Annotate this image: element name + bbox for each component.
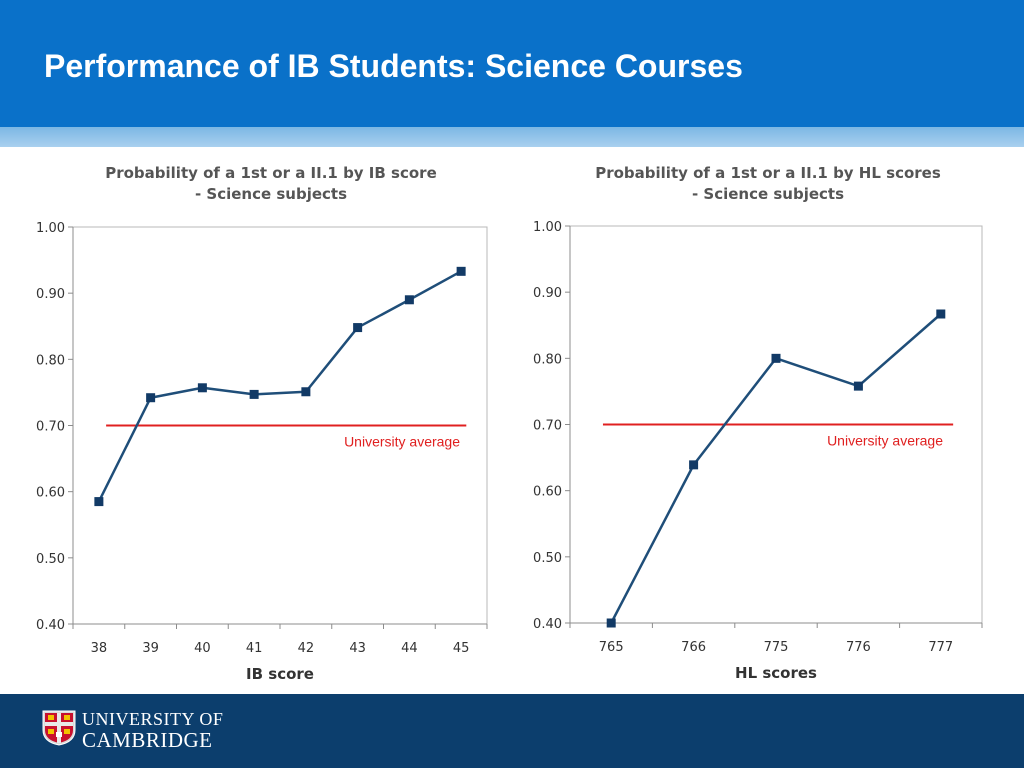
- chart-ib-y-tick-label: 0.70: [36, 420, 65, 435]
- chart-ib-y-tick-label: 0.90: [36, 287, 65, 302]
- slide-title: Performance of IB Students: Science Cour…: [44, 48, 743, 84]
- chart-hl-x-tick-label: 765: [599, 640, 624, 655]
- chart-hl-x-tick-label: 766: [681, 640, 706, 655]
- chart-hl-scores-svg: Probability of a 1st or a II.1 by HL sco…: [533, 164, 983, 682]
- brand-line2: CAMBRIDGE: [82, 728, 213, 752]
- chart-ib-x-tick-label: 40: [194, 641, 211, 656]
- footer-bar: UNIVERSITY OF CAMBRIDGE: [0, 694, 1024, 768]
- chart-ib-y-tick-label: 0.60: [36, 486, 65, 501]
- chart-hl-title: Probability of a 1st or a II.1 by HL sco…: [595, 164, 941, 182]
- chart-ib-x-tick-label: 43: [349, 641, 366, 656]
- header-stripe: [0, 127, 1024, 147]
- chart-ib-reference-label: University average: [344, 434, 460, 450]
- chart-hl-y-tick-label: 0.40: [533, 617, 562, 632]
- chart-ib-data-point: [404, 295, 414, 305]
- chart-ib-data-point: [94, 497, 104, 507]
- chart-hl-scores: Probability of a 1st or a II.1 by HL sco…: [512, 150, 1010, 690]
- chart-ib-y-tick-label: 1.00: [36, 221, 65, 236]
- chart-ib-data-point: [197, 383, 207, 393]
- chart-hl-data-point: [689, 460, 699, 470]
- chart-ib-subtitle: - Science subjects: [195, 185, 347, 203]
- chart-ib-data-point: [456, 266, 466, 276]
- chart-hl-y-tick-label: 0.50: [533, 551, 562, 566]
- chart-hl-y-tick-label: 0.90: [533, 286, 562, 301]
- chart-hl-data-point: [771, 353, 781, 363]
- chart-ib-x-tick-label: 38: [91, 641, 108, 656]
- university-brand: UNIVERSITY OF CAMBRIDGE: [82, 710, 223, 751]
- chart-ib-score-svg: Probability of a 1st or a II.1 by IB sco…: [36, 164, 488, 683]
- chart-hl-x-tick-label: 775: [764, 640, 789, 655]
- chart-ib-y-tick-label: 0.50: [36, 552, 65, 567]
- chart-ib-series-line: [97, 270, 462, 503]
- chart-hl-data-point: [936, 309, 946, 319]
- chart-hl-y-tick-label: 0.60: [533, 485, 562, 500]
- chart-ib-data-point: [249, 389, 259, 399]
- chart-ib-y-tick-label: 0.40: [36, 618, 65, 633]
- chart-hl-x-axis-label: HL scores: [735, 664, 817, 682]
- chart-ib-score: Probability of a 1st or a II.1 by IB sco…: [14, 150, 506, 690]
- chart-hl-reference-label: University average: [827, 433, 943, 449]
- cambridge-crest-icon: [42, 710, 76, 746]
- chart-hl-x-tick-label: 776: [846, 640, 871, 655]
- chart-hl-y-tick-label: 1.00: [533, 220, 562, 235]
- chart-hl-y-tick-label: 0.80: [533, 352, 562, 367]
- chart-ib-data-point: [301, 387, 311, 397]
- chart-ib-title: Probability of a 1st or a II.1 by IB sco…: [105, 164, 437, 182]
- chart-hl-y-tick-label: 0.70: [533, 419, 562, 434]
- chart-hl-subtitle: - Science subjects: [692, 185, 844, 203]
- brand-line1: UNIVERSITY OF: [82, 709, 224, 729]
- chart-ib-x-tick-label: 44: [401, 641, 418, 656]
- chart-ib-data-point: [146, 393, 156, 403]
- chart-ib-x-axis-label: IB score: [246, 665, 314, 683]
- chart-ib-x-tick-label: 41: [246, 641, 263, 656]
- chart-ib-x-tick-label: 42: [298, 641, 315, 656]
- chart-ib-y-tick-label: 0.80: [36, 353, 65, 368]
- slide-header: Performance of IB Students: Science Cour…: [0, 0, 1024, 127]
- chart-hl-data-point: [853, 381, 863, 391]
- chart-ib-x-tick-label: 45: [453, 641, 470, 656]
- chart-hl-x-tick-label: 777: [928, 640, 953, 655]
- chart-hl-data-point: [606, 618, 616, 628]
- chart-ib-x-tick-label: 39: [142, 641, 159, 656]
- chart-ib-data-point: [353, 323, 363, 333]
